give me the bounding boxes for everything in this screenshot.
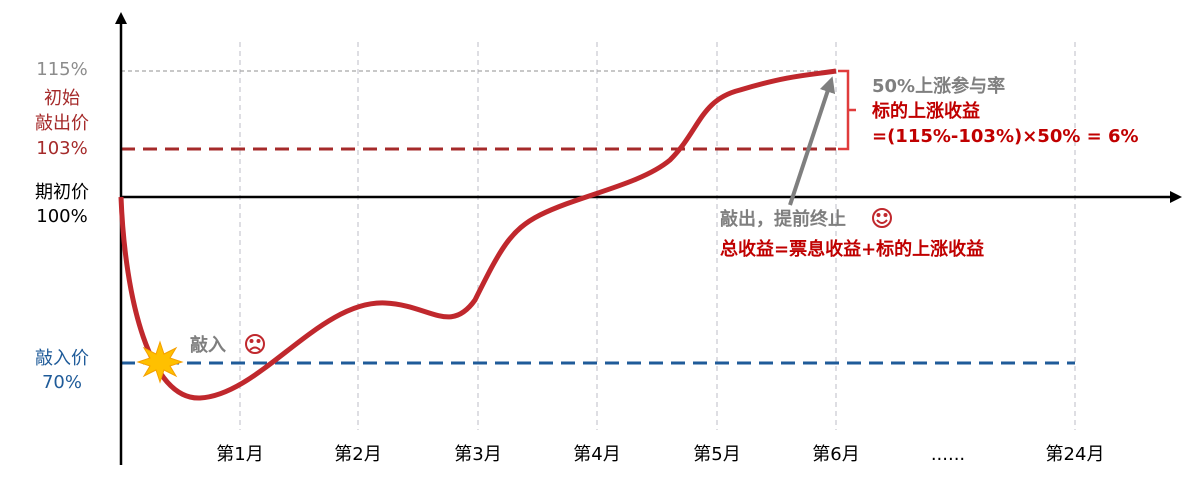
x-arrow xyxy=(1170,191,1182,203)
gain-formula: =(115%-103%)×50% = 6% xyxy=(872,126,1139,147)
total-return-note: 总收益=票息收益+标的上涨收益 xyxy=(720,238,984,260)
level-label: 70% xyxy=(42,372,82,393)
month-label: 第24月 xyxy=(1046,444,1105,465)
level-label: 100% xyxy=(36,206,87,227)
gain-title: 标的上涨收益 xyxy=(871,100,980,122)
level-label: 敲出价 xyxy=(35,113,89,134)
month-label: 第2月 xyxy=(334,444,381,465)
level-label: 103% xyxy=(36,138,87,159)
month-label: 第5月 xyxy=(693,444,740,465)
level-label: 初始 xyxy=(44,88,80,109)
level-label: 期初价 xyxy=(35,182,89,203)
month-label: 第6月 xyxy=(812,444,859,465)
price-path xyxy=(118,68,837,401)
knock-out-note: 敲出，提前终止 xyxy=(720,208,846,230)
knockout-arrow xyxy=(788,76,836,206)
y-arrow xyxy=(115,12,127,24)
level-label: 敲入价 xyxy=(35,348,89,369)
month-labels: 第1月 第2月 第3月 第4月 第5月 第6月...... 第24月 xyxy=(216,444,1104,465)
knock-in-note: 敲入 xyxy=(190,334,226,356)
happy-face xyxy=(872,208,892,228)
month-label: 第1月 xyxy=(216,444,263,465)
month-label: 第4月 xyxy=(573,444,620,465)
grid xyxy=(239,42,1076,430)
month-label: 第3月 xyxy=(454,444,501,465)
month-label: ...... xyxy=(931,444,965,465)
sad-face xyxy=(245,334,265,354)
knock-in-burst xyxy=(136,340,184,384)
bracket xyxy=(838,69,856,151)
level-label: 115% xyxy=(36,59,87,80)
participation-note: 50%上涨参与率 xyxy=(872,75,1005,97)
